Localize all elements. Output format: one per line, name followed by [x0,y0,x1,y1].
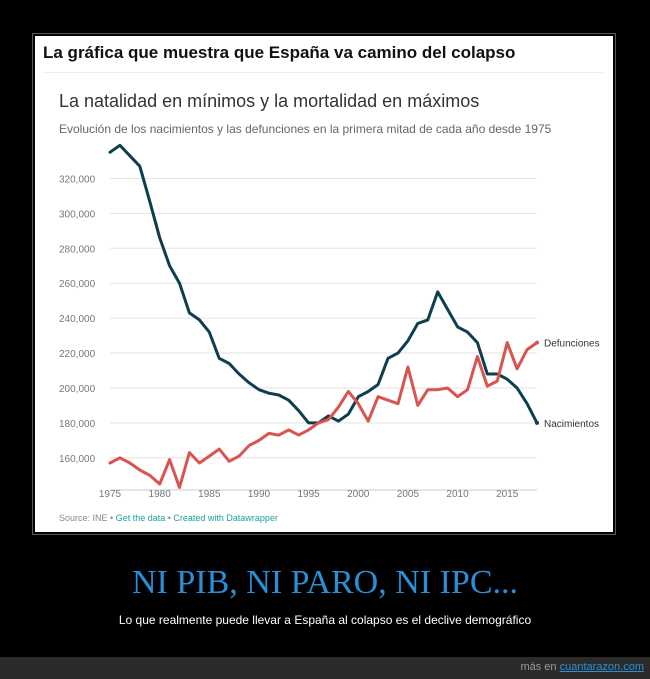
source-separator: • [165,513,174,523]
y-tick-label: 320,000 [59,174,96,185]
footer-prefix: más en [520,661,557,673]
chart-subtitle: Evolución de los nacimientos y las defun… [59,122,552,136]
chart-title: La natalidad en mínimos y la mortalidad … [59,91,480,111]
y-tick-label: 160,000 [59,454,96,465]
series-end-point [535,420,539,425]
y-tick-label: 240,000 [59,314,96,325]
series-end-point [535,340,539,345]
get-data-link[interactable]: Get the data [115,513,166,523]
x-tick-label: 2010 [446,489,469,500]
y-tick-label: 280,000 [59,244,96,255]
caption-title: NI PIB, NI PARO, NI IPC... [131,564,519,601]
source-text: Source: INE [59,513,108,523]
x-tick-label: 2005 [397,489,420,500]
source-line: Source: INE • Get the data • Created wit… [59,513,278,523]
x-tick-label: 1985 [198,489,221,500]
series-label-defunciones: Defunciones [544,339,600,350]
x-tick-label: 2015 [496,489,519,500]
line-chart: 160,000 180,000 200,000 220,000 240,000 260,0… [59,143,600,500]
y-tick-label: 260,000 [59,279,96,290]
site-link[interactable]: cuantarazon.com [559,661,644,673]
y-tick-label: 200,000 [59,384,96,395]
series-line-nacimientos [108,143,539,425]
datawrapper-link[interactable]: Created with Datawrapper [173,513,278,523]
meme-title: La gráfica que muestra que España va cam… [43,43,516,62]
header-divider [43,72,603,73]
caption-text: Lo que realmente puede llevar a España a… [118,613,532,627]
y-tick-label: 300,000 [59,209,96,220]
y-tick-label: 220,000 [59,349,96,360]
x-tick-label: 1980 [149,489,172,500]
x-tick-label: 2000 [347,489,370,500]
x-tick-label: 1975 [99,489,122,500]
x-tick-label: 1990 [248,489,271,500]
chart-card: La gráfica que muestra que España va cam… [35,36,613,532]
source-separator: • [107,513,116,523]
y-tick-label: 180,000 [59,419,96,430]
footer-bar: más en cuantarazon.com [0,657,650,679]
x-tick-label: 1995 [297,489,320,500]
series-line-defunciones [108,341,539,489]
series-label-nacimientos: Nacimientos [544,419,599,430]
footer-text: más en cuantarazon.com [520,661,644,673]
